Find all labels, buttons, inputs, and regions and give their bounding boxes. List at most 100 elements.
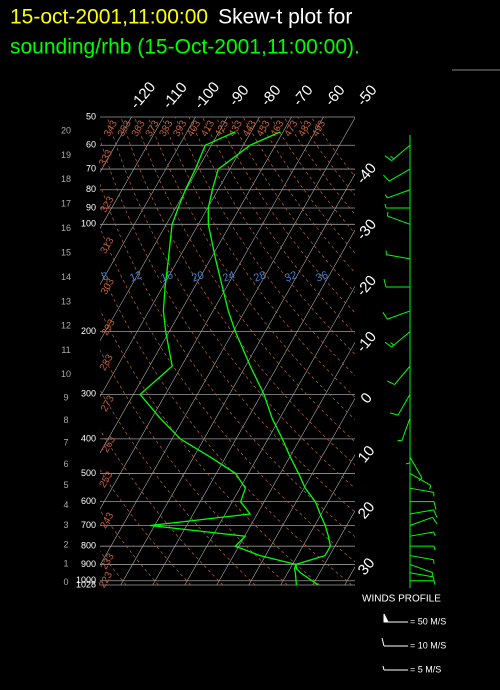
barb-shape [397,418,411,442]
dry-adiabat [100,429,224,585]
wind-barb [409,456,423,482]
wind-barb [382,310,411,320]
isotherm [152,229,355,585]
wind-barb [397,418,411,442]
mixing-label: 28 [252,269,268,284]
dry-adiabat [174,117,355,377]
y-tick-label: 1000 [76,575,96,585]
height-label: 18 [61,174,71,184]
barb-shape [409,516,438,526]
dry-adiabat [107,117,355,489]
y-tick-label: 300 [81,389,96,399]
y-tick-label: 700 [81,520,96,530]
wind-barb [409,487,435,497]
height-label: 20 [61,125,71,135]
mixing-label: 24 [221,269,237,284]
legend-label: = 5 M/S [410,664,441,674]
wind-barb [384,203,410,209]
wind-title: WINDS PROFILE [362,594,441,605]
wind-barb [409,563,434,577]
barb-shape [384,144,411,162]
barb-shape [409,487,435,497]
dewpoint-line [139,131,298,585]
barb-shape [383,613,408,623]
barb-shape [382,665,408,671]
height-label: 6 [63,459,68,469]
wind-barb [383,168,411,182]
barb-shape [383,168,411,182]
isotherm [100,117,355,566]
dry-adiabat [120,117,355,466]
y-tick-label: 90 [86,202,96,212]
isotherm [280,454,355,585]
height-label: 8 [63,415,68,425]
barb-shape [410,501,437,510]
legend-barb [383,613,408,623]
height-label: 9 [63,393,68,403]
wind-barb [410,501,437,510]
wind-barb [384,331,411,348]
wind-barb [410,580,436,585]
dry-adiabat [100,183,355,538]
y-tick-label: 500 [81,468,96,478]
barb-shape [410,545,436,551]
isotherm [100,117,260,398]
barb-shape [385,250,411,260]
y-tick-label: 60 [86,140,96,150]
mixing-label: 36 [314,269,330,284]
legend-label: = 10 M/S [410,640,446,650]
y-tick-label: 80 [86,184,96,194]
dry-adiabat [147,117,355,420]
y-tick-label: 400 [81,433,96,443]
dry-adiabat [215,117,355,314]
height-label: 15 [61,247,71,257]
isotherm [248,397,355,585]
height-label: 11 [61,345,70,355]
isotherm [100,117,196,286]
wind-barb [410,545,436,551]
wind-barb [409,572,435,582]
barb-shape [409,509,438,518]
y-tick-label: 70 [86,163,96,173]
wind-barb [386,211,411,225]
barb-shape [389,394,411,416]
height-label: 12 [61,321,71,331]
barb-shape [382,310,411,320]
chart-title: Skew-t plot for [218,6,352,29]
isotherm [120,173,355,585]
legend-label: = 50 M/S [410,616,446,626]
y-tick-label: 900 [81,559,96,569]
height-label: 10 [61,369,71,379]
barb-shape [409,531,436,537]
height-label: 16 [61,223,71,233]
isotherm [100,117,324,510]
isotherm [100,117,292,454]
mixing-label: 20 [190,269,206,284]
wind-barb [386,365,411,385]
dry-adiabat [100,349,288,585]
mixing-label: 16 [159,269,175,284]
legend-barb [381,637,408,647]
height-label: 2 [63,540,68,550]
temperature-line [207,131,332,585]
mixing-label: 32 [283,269,299,284]
chart-title: 15-oct-2001,11:00:00 [10,6,208,29]
barb-shape [381,637,408,647]
chart-subtitle: sounding/rhb (15-Oct-2001,11:00:00). [10,36,360,59]
y-tick-label: 100 [81,219,96,229]
y-tick-label: 200 [81,326,96,336]
barb-shape [386,211,411,225]
barb-shape [409,555,435,564]
wind-barb [383,278,410,288]
y-tick-label: 800 [81,541,96,551]
wind-barb [409,509,438,518]
height-label: 7 [63,437,68,447]
barb-shape [384,189,411,199]
dry-adiabat [100,309,320,585]
barb-shape [409,456,423,482]
barb-shape [386,365,411,385]
height-label: 0 [63,577,68,587]
dry-adiabat [100,268,353,585]
